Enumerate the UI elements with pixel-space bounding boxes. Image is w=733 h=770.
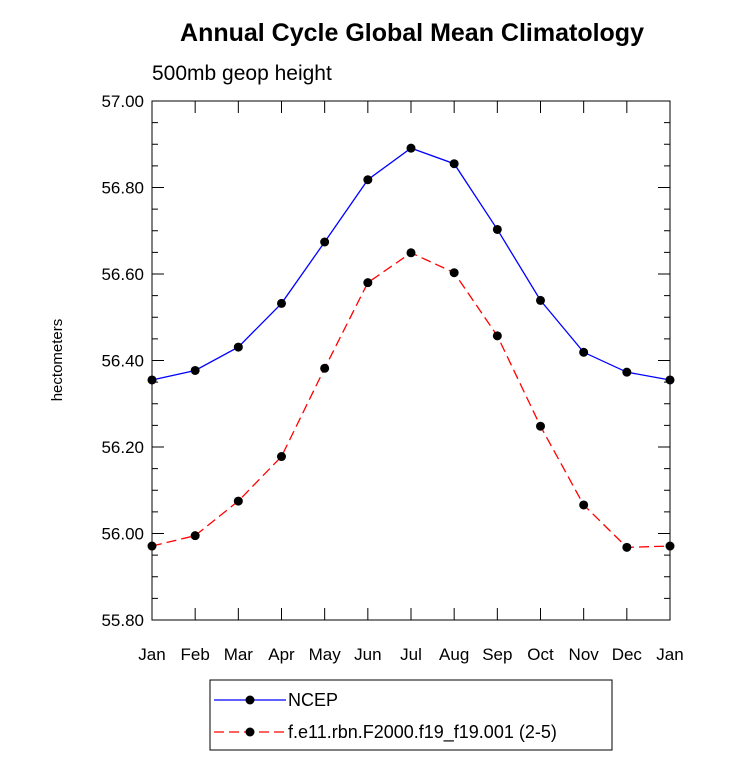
y-tick-label: 56.00 [101,525,144,544]
legend: NCEP f.e11.rbn.F2000.f19_f19.001 (2-5) [209,679,613,751]
series-2-point [449,268,459,278]
series-1-point [147,375,157,385]
legend-items: NCEP f.e11.rbn.F2000.f19_f19.001 (2-5) [214,690,557,743]
x-tick-label: Sep [482,645,512,664]
series-2-point [363,278,373,288]
y-tick-label: 56.60 [101,265,144,284]
x-tick-label: May [309,645,342,664]
series-1-point [622,367,632,377]
series-1-point [579,347,589,357]
legend-box [209,679,613,751]
x-tick-label: Jul [400,645,422,664]
series-group [147,143,675,552]
series-2-point [536,421,545,431]
chart-subtitle: 500mb geop height [152,62,332,85]
series-2-point [277,452,286,462]
series-1-point [449,159,459,169]
legend-marker-2 [245,727,255,737]
legend-marker-1 [245,695,255,705]
series-2-point [579,500,589,510]
series-2-point [320,363,330,373]
chart-title: Annual Cycle Global Mean Climatology [180,19,644,47]
series-1-point [190,365,200,375]
y-tick-label: 56.80 [101,179,144,198]
x-tick-label: Jan [138,645,165,664]
x-tick-label: Apr [268,645,295,664]
series-2-point [190,531,200,541]
y-tick-label: 55.80 [101,611,144,630]
series-2-point [492,331,502,341]
series-1-point [536,295,545,305]
y-axis-label: hectometers [49,319,66,402]
series-1-point [320,237,330,247]
series-2-point [622,542,632,552]
series-1-point [665,375,675,385]
series-2-point [406,248,416,258]
series-2-point [665,541,675,551]
y-tick-label: 56.40 [101,352,144,371]
x-tick-label: Aug [439,645,469,664]
legend-label-2: f.e11.rbn.F2000.f19_f19.001 (2-5) [288,722,557,743]
series-1-point [406,143,416,153]
x-tick-label: Dec [612,645,643,664]
axes: Jan Feb Mar Apr May Jun Jul Aug Sep Oct Nov Dec Jan 5… [101,92,683,664]
y-tick-label: 57.00 [101,92,144,111]
series-1-point [492,224,502,234]
series-2-point [233,496,243,506]
series-line-1 [151,147,671,381]
x-tick-label: Nov [569,645,600,664]
x-tick-label: Jun [354,645,381,664]
x-tick-label: Oct [527,645,554,664]
series-1-point [363,175,373,185]
x-tick-label: Jan [656,645,683,664]
x-tick-label: Mar [224,645,254,664]
series-1-point [233,342,243,352]
plot-frame [151,100,671,621]
x-tick-label: Feb [181,645,210,664]
legend-label-1: NCEP [288,690,338,710]
series-2-point [147,541,157,551]
y-tick-label: 56.20 [101,438,144,457]
series-line-2 [151,252,671,548]
series-1-point [277,298,286,308]
